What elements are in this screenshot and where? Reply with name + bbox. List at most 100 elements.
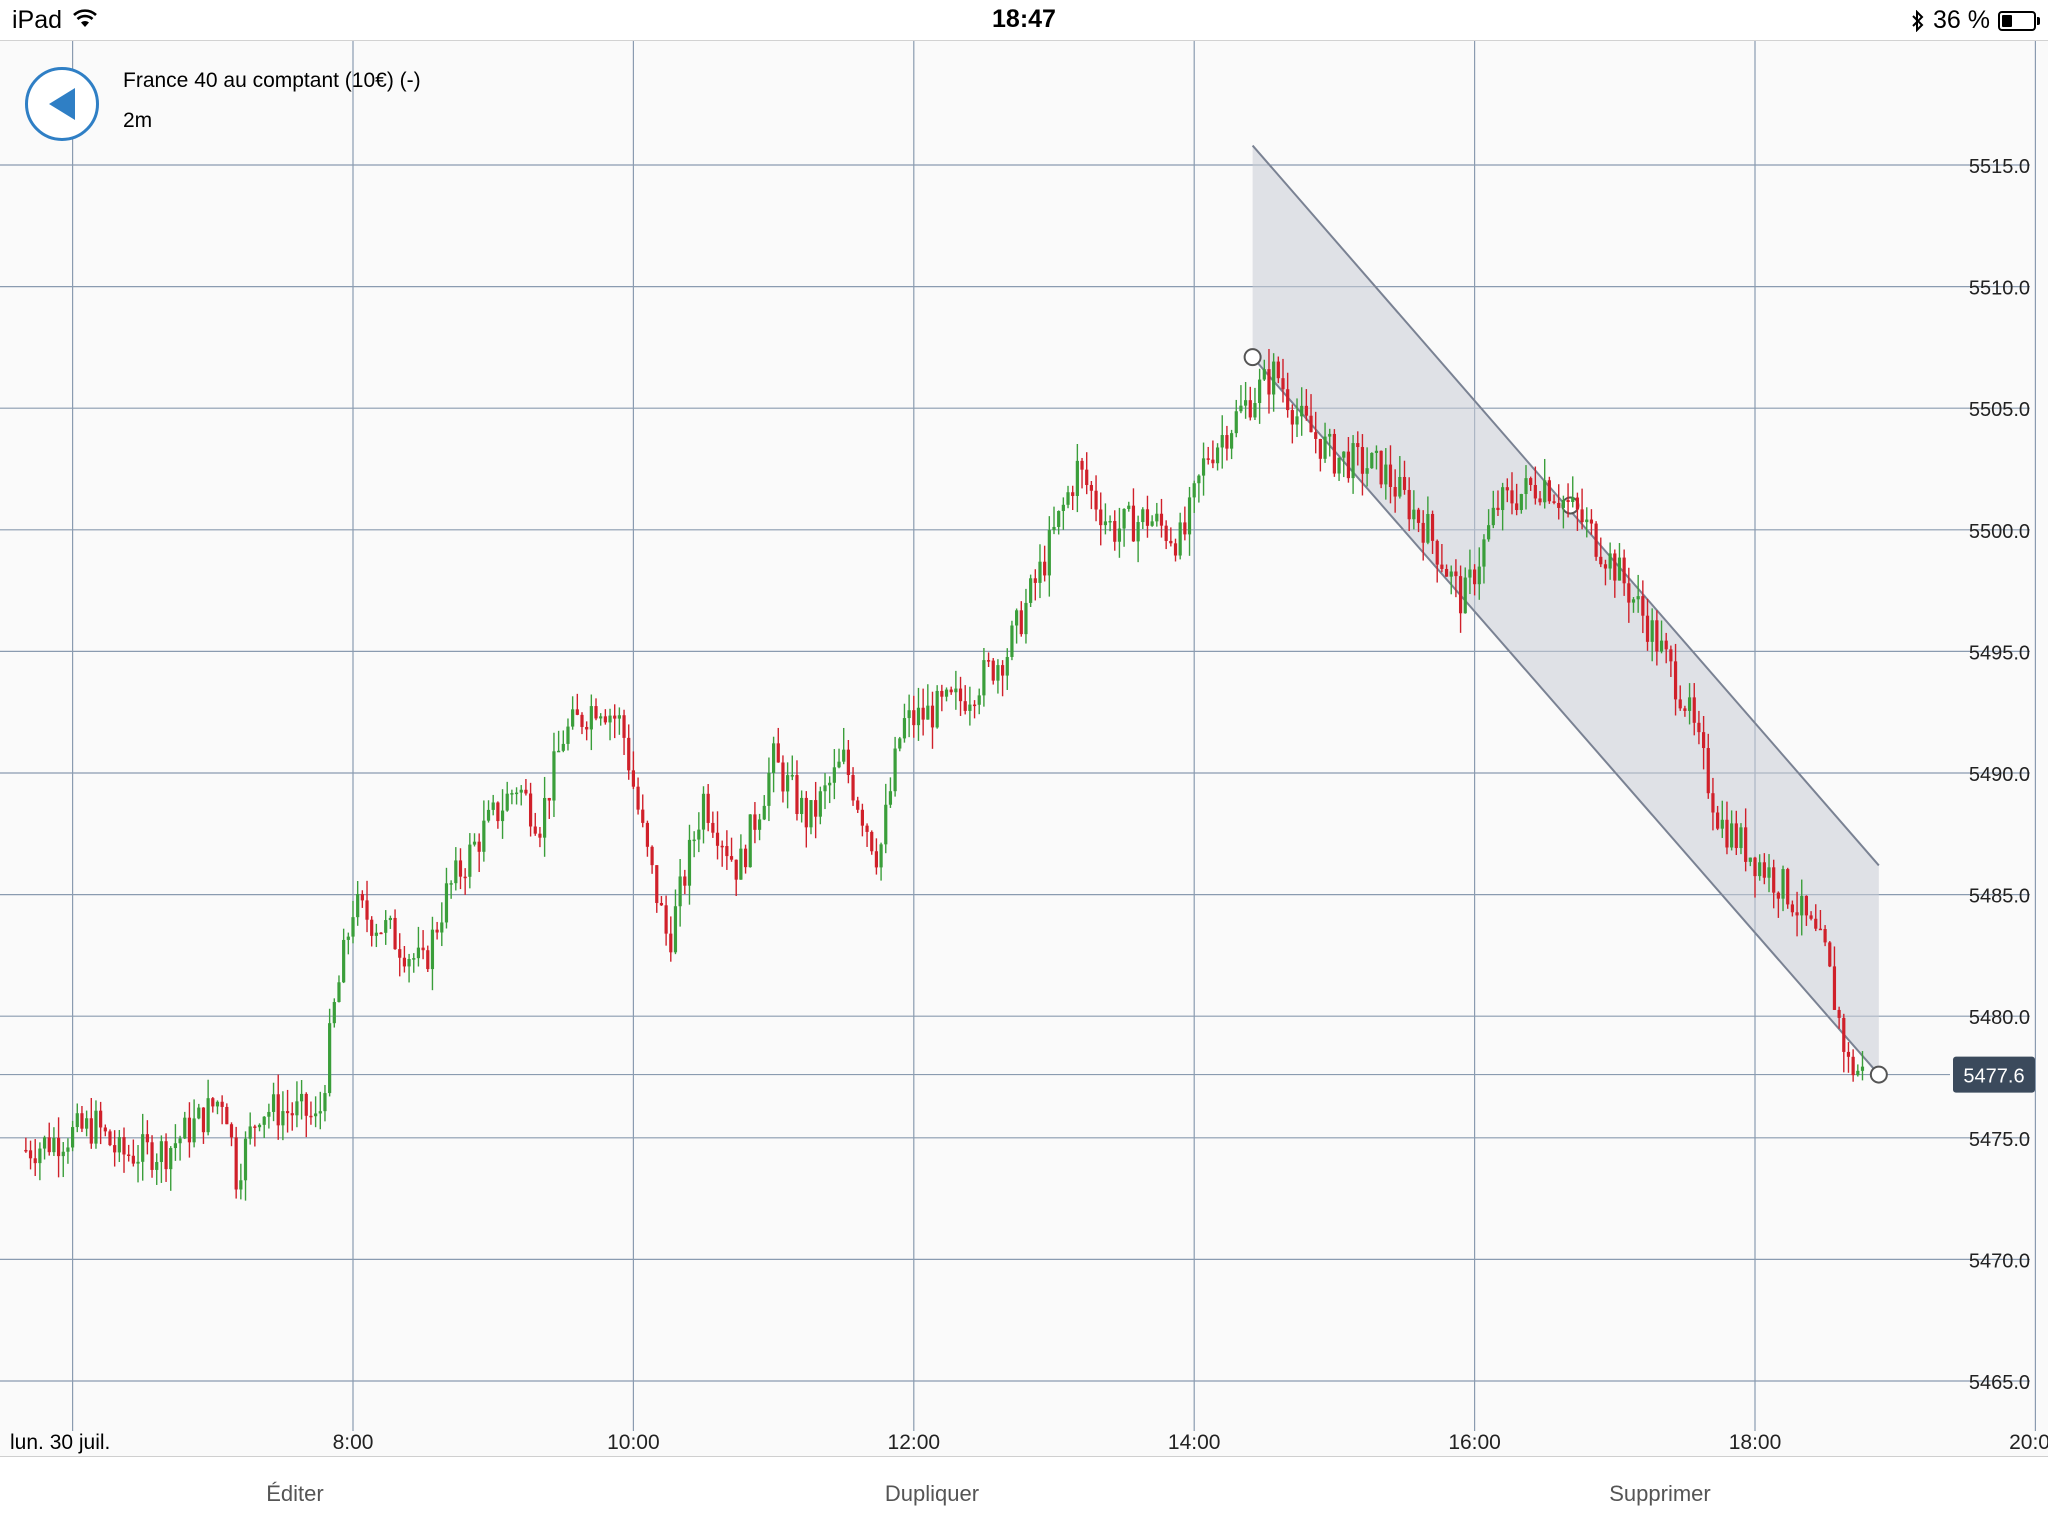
candle-body [1201, 458, 1206, 476]
candle-body [1645, 615, 1650, 642]
candle-body [1141, 509, 1145, 523]
candle-body [1346, 451, 1351, 479]
candle-body [823, 785, 827, 792]
candle-body [1561, 500, 1565, 508]
candle-body [220, 1101, 224, 1107]
candle-body [1547, 480, 1551, 502]
candle-body [1290, 410, 1294, 425]
candle-body [454, 860, 458, 884]
candle-body [1823, 929, 1827, 943]
candle-body [753, 814, 757, 830]
candle-body [940, 690, 944, 697]
candle-body [468, 844, 472, 877]
candle-body [790, 775, 794, 777]
candle-body [655, 865, 659, 904]
candle-body [1089, 485, 1093, 491]
y-tick-label: 5500.0 [1969, 521, 2030, 543]
candle-body [622, 715, 626, 738]
candle-body [1094, 490, 1098, 510]
candle-body [641, 809, 645, 823]
candle-body [1627, 583, 1631, 603]
candle-body [1430, 513, 1435, 541]
candle-body [56, 1137, 61, 1157]
candle-body [1075, 460, 1079, 496]
candle-body [706, 793, 710, 823]
candle-body [379, 932, 383, 935]
candle-body [977, 695, 981, 705]
candle-body [192, 1118, 196, 1143]
candle-body [1753, 857, 1757, 877]
candle-body [725, 846, 729, 857]
candle-body [61, 1151, 65, 1157]
candle-body [1351, 443, 1355, 479]
wifi-icon [72, 9, 98, 34]
candle-body [585, 726, 589, 730]
candle-body [846, 749, 850, 776]
candle-body [809, 800, 813, 828]
candle-body [1487, 525, 1491, 540]
duplicate-button[interactable]: Dupliquer [884, 1481, 980, 1506]
candle-body [669, 933, 673, 953]
candle-body [1659, 640, 1664, 652]
candle-body [435, 929, 439, 933]
candle-body [183, 1117, 187, 1139]
candle-body [645, 822, 650, 847]
candle-body [1295, 416, 1299, 425]
candle-body [1005, 656, 1009, 676]
candle-body [818, 791, 822, 817]
candle-body [697, 829, 701, 840]
candle-body [1767, 867, 1771, 878]
x-tick-label: 10:00 [607, 1431, 660, 1454]
candle-body [1164, 525, 1168, 541]
candle-body [1762, 862, 1766, 878]
candle-body [42, 1137, 47, 1149]
candle-body [108, 1131, 112, 1146]
candle-body [1300, 405, 1304, 417]
current-price-label: 5477.6 [1963, 1066, 2024, 1088]
edit-button[interactable]: Éditer [266, 1481, 324, 1506]
candle-body [1000, 665, 1005, 676]
candle-body [1229, 433, 1234, 449]
candle-body [1356, 443, 1360, 448]
candle-body [1860, 1066, 1865, 1071]
back-button[interactable] [25, 67, 99, 141]
candle-body [1454, 571, 1458, 577]
candle-body [281, 1111, 285, 1126]
candle-body [1206, 458, 1210, 460]
candle-body [856, 800, 860, 810]
delete-button[interactable]: Supprimer [1609, 1481, 1711, 1506]
candle-body [1790, 904, 1794, 913]
candle-body [1047, 530, 1051, 576]
candle-body [1589, 519, 1594, 524]
candle-body [122, 1137, 126, 1155]
candle-body [365, 900, 369, 920]
candle-body [500, 810, 505, 822]
candle-body [1066, 492, 1070, 505]
candle-body [169, 1148, 173, 1170]
timeframe-label[interactable]: 2m [123, 109, 153, 132]
candle-body [1744, 827, 1748, 862]
candle-body [1585, 519, 1589, 523]
chart-canvas[interactable]: 5465.0 5470.0 5475.0 5480.0 5485.0 5490.0 5495… [0, 41, 2048, 1457]
candle-body [1543, 480, 1547, 503]
candle-body [351, 917, 355, 937]
candle-body [1421, 522, 1425, 543]
price-chart[interactable]: 5465.0 5470.0 5475.0 5480.0 5485.0 5490.0 5495… [0, 40, 2048, 1457]
candle-body [692, 839, 696, 842]
candle-body [346, 936, 350, 940]
candle-body [1407, 489, 1411, 520]
candle-body [683, 876, 687, 886]
candle-body [1501, 487, 1505, 511]
candle-body [786, 775, 790, 792]
status-right: 36 % [1911, 6, 2040, 35]
candle-body [201, 1107, 206, 1133]
candle-body [1272, 361, 1276, 395]
candle-body [528, 793, 533, 827]
candle-body [1673, 661, 1678, 700]
candle-body [66, 1147, 70, 1152]
candle-body [1150, 521, 1154, 526]
candle-body [1669, 649, 1673, 662]
candle-body [430, 929, 435, 970]
candle-body [603, 716, 607, 723]
candle-body [1244, 400, 1248, 406]
